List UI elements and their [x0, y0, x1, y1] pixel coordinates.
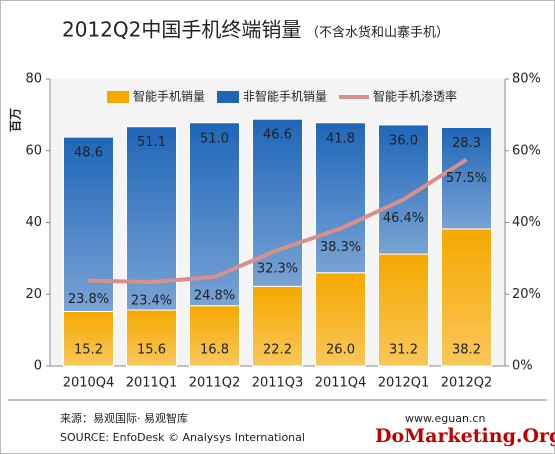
x-tick-label: 2011Q4 [315, 376, 367, 391]
chart-subtitle: （不含水货和山寨手机） [306, 25, 449, 41]
legend-label: 智能手机渗透率 [373, 89, 457, 104]
source-en: SOURCE: EnfoDesk © Analysys Internationa… [60, 431, 305, 444]
value-label: 51.1 [137, 135, 166, 150]
value-label: 31.2 [389, 343, 418, 358]
bar-shine [126, 310, 177, 366]
bar-shine [441, 127, 492, 229]
bar-shine [315, 272, 366, 366]
value-label: 23.4% [131, 294, 172, 309]
value-label: 38.3% [320, 240, 361, 255]
y2-tick-label: 40% [512, 215, 541, 230]
y2-tick-label: 20% [512, 287, 541, 302]
value-label: 32.3% [257, 262, 298, 277]
value-label: 16.8 [200, 343, 229, 358]
legend-swatch [217, 91, 239, 103]
bar-shine [189, 305, 240, 366]
source-cn: 来源：易观国际· 易观智库 [60, 411, 188, 425]
value-label: 23.8% [68, 292, 109, 307]
y-axis-label: 百万 [9, 108, 23, 132]
legend-label: 非智能手机销量 [243, 89, 327, 104]
line-series [88, 158, 468, 285]
watermark: DoMarketing.Org [375, 425, 555, 447]
y2-tick-label: 60% [512, 143, 541, 158]
legend-label: 智能手机销量 [133, 89, 205, 104]
value-label: 36.0 [389, 133, 418, 148]
bar-shine [378, 254, 429, 366]
bar-shine [441, 228, 492, 366]
value-label: 46.6 [263, 128, 292, 143]
website: www.eguan.cn [405, 412, 485, 425]
value-label: 24.8% [194, 289, 235, 304]
value-label: 46.4% [383, 211, 424, 226]
value-label: 51.0 [200, 131, 229, 146]
value-label: 28.3 [452, 136, 481, 151]
bar-shine [252, 286, 303, 366]
chart-title: 2012Q2中国手机终端销量 [62, 18, 301, 42]
value-label: 41.8 [326, 131, 355, 146]
value-label: 48.6 [74, 146, 103, 161]
x-tick-label: 2012Q2 [441, 376, 493, 391]
y-tick-label: 0 [34, 359, 42, 374]
bar-shine [315, 122, 366, 273]
x-tick-label: 2011Q3 [252, 376, 304, 391]
y-tick-label: 60 [25, 143, 42, 158]
value-label: 15.2 [74, 343, 103, 358]
y-tick-label: 40 [25, 215, 42, 230]
value-label: 22.2 [263, 343, 292, 358]
bar-shine [63, 311, 114, 366]
x-tick-label: 2010Q4 [63, 376, 115, 391]
value-label: 26.0 [326, 343, 355, 358]
value-label: 38.2 [452, 343, 481, 358]
legend-swatch [107, 91, 129, 103]
y2-tick-label: 0% [512, 359, 533, 374]
bar-shine [63, 137, 114, 312]
y2-tick-label: 80% [512, 72, 541, 87]
x-tick-label: 2012Q1 [378, 376, 430, 391]
value-label: 57.5% [446, 171, 487, 186]
value-label: 15.6 [137, 343, 166, 358]
x-tick-label: 2011Q2 [189, 376, 241, 391]
y-tick-label: 80 [25, 72, 42, 87]
x-tick-label: 2011Q1 [126, 376, 178, 391]
y-tick-label: 20 [25, 287, 42, 302]
